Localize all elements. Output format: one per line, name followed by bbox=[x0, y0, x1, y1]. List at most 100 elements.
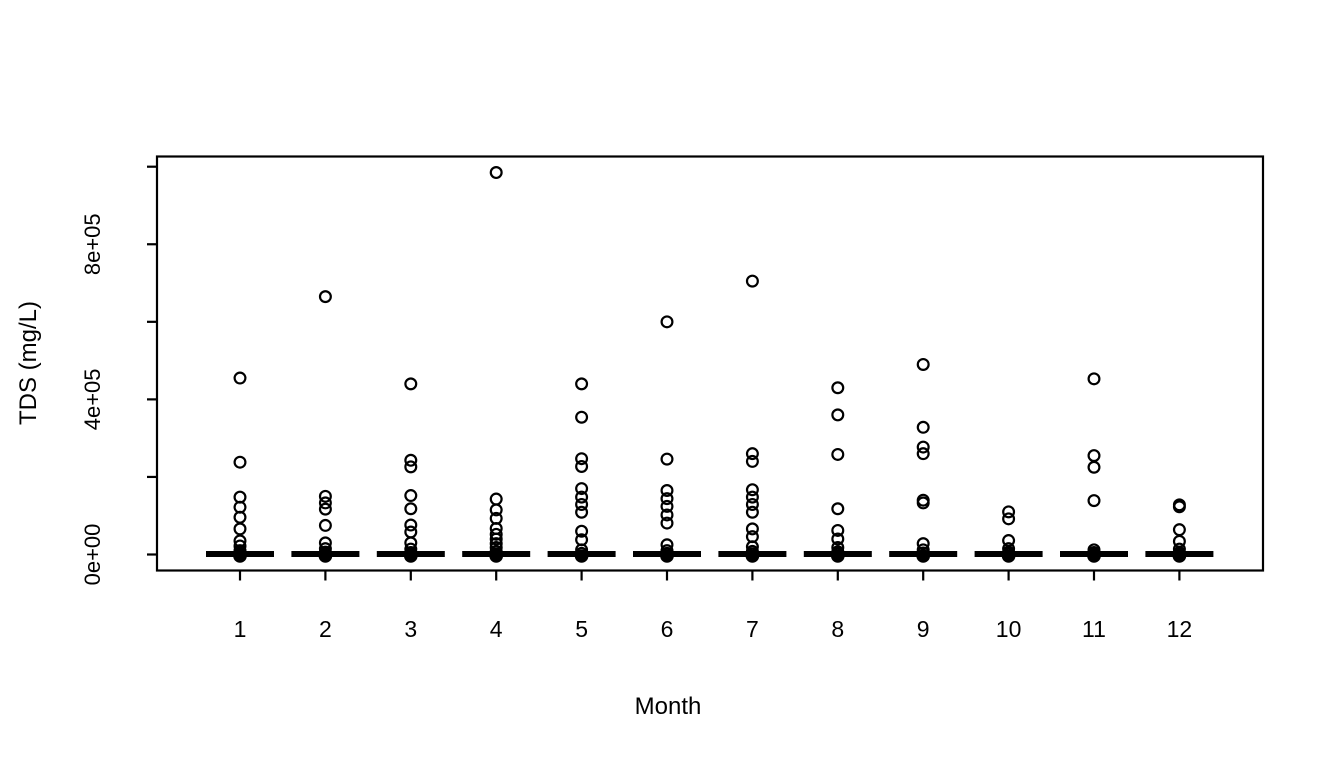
x-tick-label: 8 bbox=[831, 616, 844, 642]
outlier-point bbox=[745, 274, 759, 288]
outlier-point bbox=[404, 547, 418, 561]
outlier-point bbox=[745, 447, 759, 461]
x-tick-label: 6 bbox=[661, 616, 674, 642]
outlier-point bbox=[318, 496, 332, 510]
outlier-point bbox=[660, 492, 674, 506]
outlier-point bbox=[489, 492, 503, 506]
outlier-point bbox=[831, 523, 845, 537]
outlier-point bbox=[745, 505, 759, 519]
outlier-point bbox=[575, 546, 589, 560]
outlier-point bbox=[489, 503, 503, 517]
outlier-point bbox=[489, 547, 503, 561]
x-tick-label: 3 bbox=[404, 616, 417, 642]
x-tick-label: 9 bbox=[917, 616, 930, 642]
y-tick-label: 8e+05 bbox=[80, 213, 105, 275]
outlier-point bbox=[1087, 460, 1101, 474]
outlier-point bbox=[489, 166, 503, 180]
outlier-point bbox=[575, 505, 589, 519]
outlier-point bbox=[916, 447, 930, 461]
outlier-point bbox=[404, 489, 418, 503]
outlier-point bbox=[1087, 449, 1101, 463]
y-axis-title: TDS (mg/L) bbox=[15, 301, 42, 425]
outlier-point bbox=[233, 534, 247, 548]
outlier-point bbox=[575, 497, 589, 511]
outlier-point bbox=[660, 508, 674, 522]
outlier-point bbox=[575, 452, 589, 466]
outlier-point bbox=[233, 455, 247, 469]
outlier-point bbox=[318, 290, 332, 304]
outlier-point bbox=[575, 490, 589, 504]
outlier-point bbox=[404, 502, 418, 516]
outlier-point bbox=[745, 547, 759, 561]
outlier-point bbox=[233, 371, 247, 385]
outlier-point bbox=[831, 408, 845, 422]
outlier-point bbox=[745, 454, 759, 468]
x-axis-title: Month bbox=[635, 693, 702, 720]
outlier-point bbox=[318, 502, 332, 516]
outlier-point bbox=[1087, 547, 1101, 561]
outlier-point bbox=[1172, 500, 1186, 514]
outlier-point bbox=[916, 537, 930, 551]
outlier-point bbox=[660, 484, 674, 498]
outlier-point bbox=[660, 546, 674, 560]
outlier-point bbox=[489, 527, 503, 541]
outlier-point bbox=[831, 502, 845, 516]
outlier-point bbox=[575, 410, 589, 424]
x-tick-label: 5 bbox=[575, 616, 588, 642]
outlier-point bbox=[318, 489, 332, 503]
outlier-point bbox=[745, 483, 759, 497]
outlier-point bbox=[575, 377, 589, 391]
outlier-point bbox=[404, 460, 418, 474]
outlier-point bbox=[660, 499, 674, 513]
y-tick-label: 0e+00 bbox=[80, 524, 105, 586]
outlier-point bbox=[318, 547, 332, 561]
x-tick-label: 12 bbox=[1167, 616, 1193, 642]
outlier-point bbox=[489, 532, 503, 546]
outlier-point bbox=[1002, 505, 1016, 519]
outlier-point bbox=[916, 440, 930, 454]
outlier-point bbox=[233, 539, 247, 553]
outlier-point bbox=[745, 490, 759, 504]
outlier-point bbox=[404, 518, 418, 532]
outlier-point bbox=[575, 524, 589, 538]
outlier-point bbox=[575, 482, 589, 496]
outlier-point bbox=[660, 516, 674, 530]
outlier-point bbox=[916, 546, 930, 560]
outlier-point bbox=[916, 357, 930, 371]
outlier-point bbox=[745, 522, 759, 536]
x-tick-label: 11 bbox=[1082, 616, 1106, 642]
outlier-point bbox=[831, 381, 845, 395]
outlier-point bbox=[660, 315, 674, 329]
outlier-point bbox=[745, 497, 759, 511]
outlier-point bbox=[1087, 372, 1101, 386]
outlier-point bbox=[404, 453, 418, 467]
x-tick-label: 1 bbox=[234, 616, 247, 642]
outlier-point bbox=[916, 496, 930, 510]
outlier-point bbox=[831, 547, 845, 561]
outlier-point bbox=[1172, 523, 1186, 537]
outlier-point bbox=[233, 547, 247, 561]
outlier-point bbox=[489, 541, 503, 555]
outlier-point bbox=[1172, 547, 1186, 561]
outlier-point bbox=[575, 459, 589, 473]
x-tick-label: 7 bbox=[746, 616, 759, 642]
x-tick-label: 4 bbox=[490, 616, 503, 642]
outlier-point bbox=[916, 420, 930, 434]
outlier-point bbox=[660, 452, 674, 466]
outlier-point bbox=[233, 522, 247, 536]
outlier-point bbox=[1002, 547, 1016, 561]
outlier-point bbox=[404, 525, 418, 539]
y-tick-label: 4e+05 bbox=[80, 368, 105, 430]
outlier-point bbox=[1002, 512, 1016, 526]
outlier-point bbox=[318, 518, 332, 532]
outlier-point bbox=[745, 540, 759, 554]
outlier-point bbox=[1087, 494, 1101, 508]
outlier-point bbox=[660, 538, 674, 552]
outlier-point bbox=[831, 532, 845, 546]
x-tick-label: 2 bbox=[319, 616, 332, 642]
outlier-point bbox=[831, 541, 845, 555]
outlier-point bbox=[831, 447, 845, 461]
x-tick-label: 10 bbox=[996, 616, 1022, 642]
